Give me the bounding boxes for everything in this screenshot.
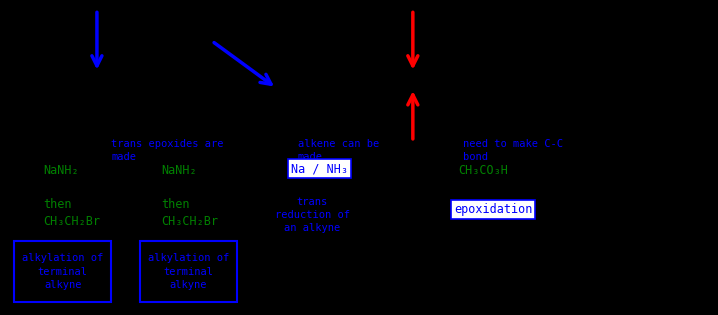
Text: NaNH₂: NaNH₂ [162,164,197,177]
Text: then
CH₃CH₂Br: then CH₃CH₂Br [162,198,218,228]
Text: alkylation of
terminal
alkyne: alkylation of terminal alkyne [22,254,103,290]
Text: need to make C-C
bond: need to make C-C bond [463,139,563,162]
Text: alkene can be
made: alkene can be made [298,139,379,162]
Bar [140,241,237,302]
Text: NaNH₂: NaNH₂ [43,164,79,177]
Text: Na / NH₃: Na / NH₃ [291,162,348,175]
Text: trans epoxides are
made: trans epoxides are made [111,139,224,162]
Text: trans
reduction of
an alkyne: trans reduction of an alkyne [275,197,350,233]
Text: alkylation of
terminal
alkyne: alkylation of terminal alkyne [148,254,229,290]
Text: CH₃CO₃H: CH₃CO₃H [458,164,508,177]
Text: epoxidation: epoxidation [454,203,532,216]
Bar [14,241,111,302]
Text: then
CH₃CH₂Br: then CH₃CH₂Br [43,198,100,228]
